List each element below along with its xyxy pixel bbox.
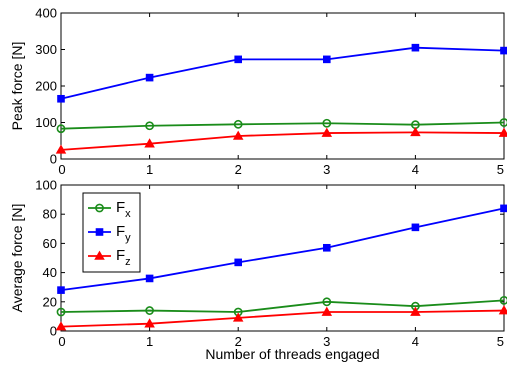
x-axis-label: Number of threads engaged xyxy=(205,346,379,362)
data-point-fz xyxy=(321,127,333,137)
legend-marker xyxy=(95,228,104,236)
data-point-fy xyxy=(145,274,154,283)
data-point-fx xyxy=(499,118,507,127)
y-tick-label: 200 xyxy=(35,79,57,94)
data-point-fy xyxy=(323,55,331,64)
data-point-fy xyxy=(411,223,420,232)
x-tick-label: 2 xyxy=(235,334,242,349)
data-point-fx xyxy=(56,307,66,317)
series-line-fy xyxy=(60,46,505,100)
y-tick-label: 0 xyxy=(50,152,57,167)
data-point-fy xyxy=(145,73,154,82)
y-tick-label: 100 xyxy=(35,178,57,193)
legend-label: Fz xyxy=(116,247,131,268)
x-tick-label: 1 xyxy=(146,162,153,177)
legend-label-subscript: y xyxy=(125,232,131,244)
peak-plot-area xyxy=(60,12,505,160)
y-tick-label: 80 xyxy=(43,207,57,222)
series-line-fx xyxy=(60,299,505,313)
legend-label-base: F xyxy=(116,223,125,240)
data-point-fz xyxy=(232,312,244,322)
x-tick-label: 4 xyxy=(412,162,419,177)
data-point-fz xyxy=(321,306,333,316)
legend-marker xyxy=(95,203,104,213)
x-tick-label: 3 xyxy=(323,162,330,177)
data-point-fz xyxy=(498,305,507,315)
y-tick-label: 400 xyxy=(35,6,57,21)
data-point-fy xyxy=(234,258,242,267)
data-point-fy xyxy=(323,243,331,252)
data-point-fx xyxy=(322,297,332,307)
legend-label: Fy xyxy=(116,223,131,244)
data-point-fx xyxy=(56,124,66,134)
x-tick-label: 5 xyxy=(497,162,504,177)
data-point-fz xyxy=(498,127,507,137)
data-point-fx xyxy=(233,119,243,129)
series-line-fz xyxy=(60,309,505,328)
y-tick-label: 40 xyxy=(43,265,57,280)
x-tick-label: 5 xyxy=(497,334,504,349)
data-point-fz xyxy=(410,306,421,316)
data-point-fx xyxy=(499,295,507,305)
data-point-fz xyxy=(410,126,421,137)
data-point-fz xyxy=(144,318,155,328)
legend-label-subscript: x xyxy=(125,208,131,220)
y-tick-label: 60 xyxy=(43,236,57,251)
y-axis-label: Peak force [N] xyxy=(9,42,25,131)
data-point-fx xyxy=(145,121,154,131)
data-point-fz xyxy=(144,138,155,148)
data-point-fy xyxy=(500,46,507,55)
data-point-fy xyxy=(500,204,507,213)
series-line-fy xyxy=(60,207,505,292)
legend-label-base: F xyxy=(116,199,125,216)
data-point-fy xyxy=(234,55,242,64)
x-tick-label: 3 xyxy=(323,334,330,349)
x-tick-label: 1 xyxy=(146,334,153,349)
data-point-fz xyxy=(55,144,67,154)
x-tick-label: 0 xyxy=(58,334,65,349)
legend-label: Fx xyxy=(116,199,131,220)
x-tick-label: 2 xyxy=(235,162,242,177)
data-point-fx xyxy=(322,118,332,128)
y-tick-label: 100 xyxy=(35,115,57,130)
data-point-fz xyxy=(55,321,67,331)
data-point-fy xyxy=(57,286,65,294)
y-tick-label: 0 xyxy=(50,324,57,339)
legend-label-base: F xyxy=(116,247,125,264)
y-axis-label: Average force [N] xyxy=(9,204,25,313)
data-point-fx xyxy=(145,306,154,315)
data-point-fy xyxy=(57,94,65,103)
x-tick-label: 0 xyxy=(58,162,65,177)
series-line-fz xyxy=(60,131,505,151)
y-tick-label: 20 xyxy=(43,294,57,309)
y-tick-label: 300 xyxy=(35,42,57,57)
data-point-fy xyxy=(411,43,420,52)
peak-force-panel: 0 1 2 3 4 5 0 100 200 300 400 Peak force [N] xyxy=(9,6,507,177)
legend-marker xyxy=(94,250,105,260)
x-tick-label: 4 xyxy=(412,334,419,349)
data-point-fz xyxy=(232,130,244,140)
series-line-fx xyxy=(60,121,505,130)
legend-label-subscript: z xyxy=(125,256,131,268)
